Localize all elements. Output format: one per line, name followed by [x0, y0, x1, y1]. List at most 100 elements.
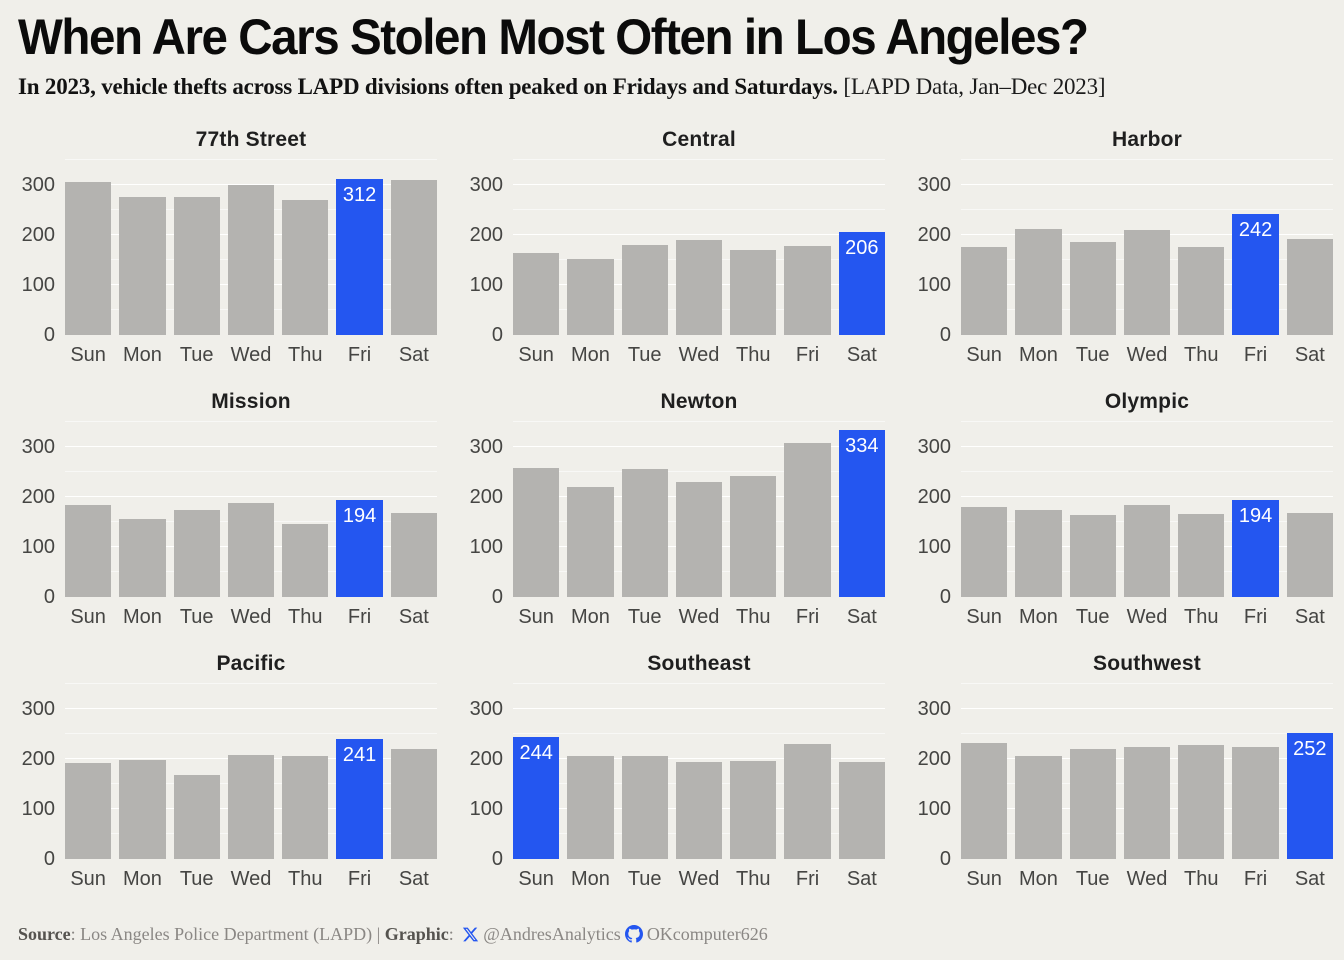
- highlight-value-label: 242: [1238, 219, 1273, 241]
- bar-tue: [621, 245, 668, 335]
- source-text: : Los Angeles Police Department (LAPD) |: [70, 924, 385, 944]
- major-gridline: [513, 446, 885, 447]
- bar-tue: [1069, 514, 1116, 597]
- y-tick-label: 100: [21, 798, 55, 820]
- day-label-fri: Fri: [1243, 344, 1268, 366]
- chart-body: 300 200 100 0 244: [456, 682, 885, 869]
- day-label-tue: Tue: [1075, 344, 1110, 366]
- bar-tue: [173, 196, 220, 335]
- day-label-sat: Sat: [1294, 344, 1325, 366]
- subtitle-main: In 2023, vehicle thefts across LAPD divi…: [18, 74, 838, 99]
- chart-title: Newton: [660, 390, 738, 413]
- day-label-wed: Wed: [678, 606, 720, 628]
- major-gridline: [961, 446, 1333, 447]
- bars: 312: [65, 158, 437, 335]
- minor-gridline: [513, 209, 885, 210]
- bar-tue: [621, 469, 668, 597]
- day-label-mon: Mon: [570, 606, 610, 628]
- graphic-colon: :: [448, 924, 459, 944]
- bar-sat: [390, 180, 437, 335]
- minor-gridline: [513, 421, 885, 422]
- graphic-label: Graphic: [384, 924, 449, 944]
- bar-sun: [513, 252, 560, 335]
- y-tick-label: 300: [21, 174, 55, 196]
- y-tick-label: 200: [917, 748, 951, 770]
- bars: 242: [961, 158, 1333, 335]
- day-label-sun: Sun: [70, 344, 106, 366]
- day-label-thu: Thu: [736, 606, 771, 628]
- highlight-value-label: 252: [1293, 738, 1327, 760]
- day-label-mon: Mon: [1018, 868, 1058, 890]
- bar-tue: [1069, 241, 1116, 335]
- subtitle: In 2023, vehicle thefts across LAPD divi…: [18, 74, 1344, 100]
- chart-newton: Newton 300 200 100 0 334 Sun Mon Tue Wed Thu Fri Sat: [448, 388, 896, 650]
- bar-fri: [784, 744, 831, 859]
- x-axis: Sun Mon Tue Wed Thu Fri Sat: [513, 344, 885, 367]
- y-tick-label: 200: [469, 748, 503, 770]
- day-label-tue: Tue: [1075, 606, 1110, 628]
- day-label-thu: Thu: [736, 344, 771, 366]
- day-label-thu: Thu: [288, 868, 323, 890]
- bars: 206: [513, 158, 885, 335]
- chart-title: Southwest: [1093, 652, 1201, 675]
- major-gridline: [513, 234, 885, 235]
- major-gridline: [65, 184, 437, 185]
- bar-mon: [567, 259, 614, 335]
- highlight-value-label: 194: [1238, 505, 1273, 527]
- minor-gridline: [65, 683, 437, 684]
- day-label-wed: Wed: [1126, 344, 1168, 366]
- bar-sun: [513, 467, 560, 597]
- bar-thu: [1178, 744, 1225, 859]
- minor-gridline: [65, 159, 437, 160]
- y-tick-label: 100: [469, 274, 503, 296]
- bar-mon: [119, 518, 166, 597]
- day-label-sun: Sun: [518, 606, 554, 628]
- minor-gridline: [961, 733, 1333, 734]
- bars: 194: [961, 420, 1333, 597]
- day-label-tue: Tue: [627, 868, 662, 890]
- day-label-tue: Tue: [179, 868, 214, 890]
- github-octocat-icon: [624, 925, 643, 943]
- bar-sun: [961, 506, 1008, 597]
- chart-body: 300 200 100 0 194: [8, 420, 437, 607]
- github-handle: OKcomputer626: [646, 924, 768, 944]
- bar-sat: [1286, 513, 1333, 597]
- day-label-sat: Sat: [1294, 606, 1325, 628]
- bar-sat-highlighted: 206: [838, 232, 885, 335]
- bar-wed: [227, 503, 275, 597]
- day-label-sun: Sun: [70, 606, 106, 628]
- y-axis: 300 200 100 0: [904, 158, 951, 345]
- source-label: Source: [18, 924, 71, 944]
- day-label-wed: Wed: [678, 344, 720, 366]
- day-label-sat: Sat: [398, 868, 429, 890]
- subtitle-source-note: [LAPD Data, Jan–Dec 2023]: [843, 74, 1106, 99]
- day-label-wed: Wed: [1126, 606, 1168, 628]
- day-label-mon: Mon: [122, 606, 162, 628]
- day-label-mon: Mon: [570, 344, 610, 366]
- footer-credits: Source: Los Angeles Police Department (L…: [18, 924, 768, 945]
- chart-body: 300 200 100 0 334: [456, 420, 885, 607]
- minor-gridline: [961, 209, 1333, 210]
- y-tick-label: 200: [917, 486, 951, 508]
- bar-wed: [1123, 504, 1171, 597]
- y-tick-label: 300: [469, 698, 503, 720]
- y-axis: 300 200 100 0: [904, 420, 951, 607]
- chart-title: 77th Street: [195, 128, 307, 151]
- bar-sat: [390, 748, 437, 859]
- y-axis: 300 200 100 0: [456, 682, 503, 869]
- major-gridline: [65, 496, 437, 497]
- bar-thu: [730, 760, 777, 859]
- minor-gridline: [65, 733, 437, 734]
- day-label-fri: Fri: [1243, 606, 1268, 628]
- day-label-sun: Sun: [966, 868, 1002, 890]
- plot-area: 312: [65, 158, 437, 335]
- bar-mon: [1015, 229, 1062, 335]
- minor-gridline: [65, 471, 437, 472]
- bars: 244: [513, 682, 885, 859]
- y-tick-label: 300: [21, 436, 55, 458]
- minor-gridline: [65, 421, 437, 422]
- y-tick-label: 0: [491, 324, 503, 346]
- minor-gridline: [961, 471, 1333, 472]
- bar-thu: [1178, 514, 1225, 597]
- bar-mon: [567, 755, 614, 859]
